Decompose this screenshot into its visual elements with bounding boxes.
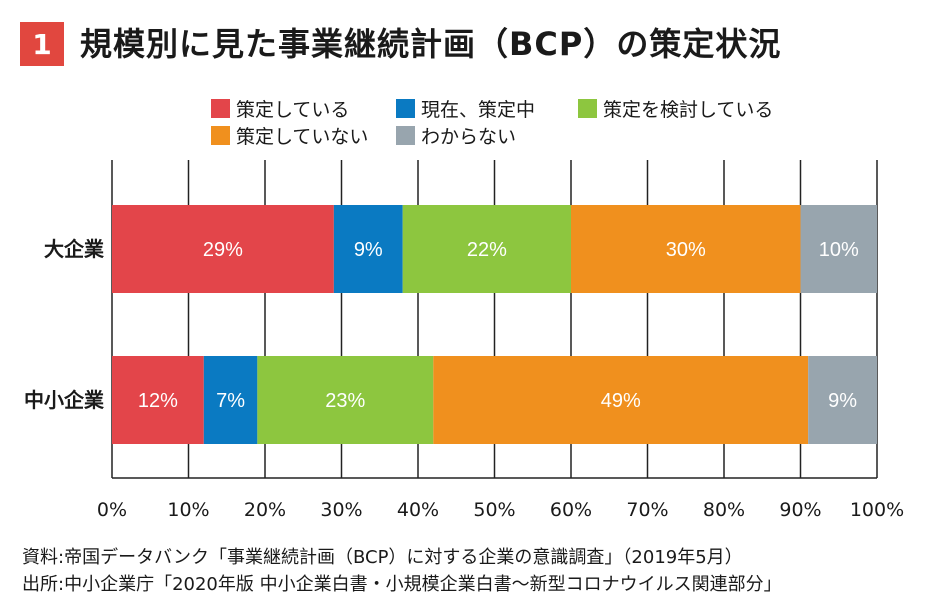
legend-swatch [211, 126, 230, 145]
x-tick-label: 0% [97, 499, 127, 521]
x-tick-label: 100% [850, 499, 904, 521]
legend-swatch [578, 99, 597, 118]
legend-swatch [396, 126, 415, 145]
x-tick-label: 80% [703, 499, 745, 521]
data-label: 29% [203, 239, 243, 261]
chart-title: 規模別に見た事業継続計画（BCP）の策定状況 [80, 25, 782, 63]
bar-segment [433, 356, 809, 444]
x-tick-label: 40% [397, 499, 439, 521]
title-number-badge: 1 [20, 22, 64, 66]
x-tick-label: 30% [320, 499, 362, 521]
data-label: 9% [828, 390, 857, 412]
legend-item-not-done: 策定していない [211, 122, 368, 149]
bar-segment [112, 356, 204, 444]
source-note-2: 出所:中小企業庁「2020年版 中小企業白書・小規模企業白書～新型コロナウイルス… [22, 574, 782, 595]
data-label: 7% [216, 390, 245, 412]
bar-segment [112, 205, 334, 293]
legend-item-strategy-done: 策定している [211, 95, 349, 122]
x-tick-label: 20% [244, 499, 286, 521]
category-label: 大企業 [44, 237, 105, 261]
bar-segment [800, 205, 877, 293]
x-tick-label: 90% [779, 499, 821, 521]
source-note-1: 資料:帝国データバンク「事業継続計画（BCP）に対する企業の意識調査」（2019… [22, 547, 743, 568]
legend-item-in-progress: 現在、策定中 [396, 95, 535, 122]
bar-segment [203, 356, 258, 444]
bar-segment [571, 205, 801, 293]
legend: 策定している 現在、策定中 策定を検討している 策定していない わからない [0, 0, 928, 148]
category-label: 中小企業 [24, 388, 105, 412]
data-label: 23% [325, 390, 365, 412]
bar-segment [333, 205, 403, 293]
data-label: 22% [467, 239, 507, 261]
data-label: 9% [354, 239, 383, 261]
legend-swatch [211, 99, 230, 118]
bar-segment [808, 356, 877, 444]
legend-label: 策定していない [236, 126, 369, 148]
legend-item-considering: 策定を検討している [578, 95, 773, 122]
legend-label: わからない [421, 126, 517, 148]
bar-segment [402, 205, 571, 293]
legend-swatch [396, 99, 415, 118]
legend-label: 策定を検討している [603, 99, 774, 121]
data-label: 30% [666, 239, 706, 261]
x-tick-label: 10% [167, 499, 209, 521]
legend-item-unknown: わからない [396, 122, 516, 149]
bar-segment [257, 356, 434, 444]
x-tick-label: 70% [626, 499, 668, 521]
data-label: 10% [819, 239, 859, 261]
legend-label: 現在、策定中 [421, 99, 536, 121]
x-tick-label: 50% [473, 499, 515, 521]
legend-label: 策定している [236, 99, 350, 121]
data-label: 12% [138, 390, 178, 412]
x-tick-label: 60% [550, 499, 592, 521]
data-label: 49% [601, 390, 641, 412]
